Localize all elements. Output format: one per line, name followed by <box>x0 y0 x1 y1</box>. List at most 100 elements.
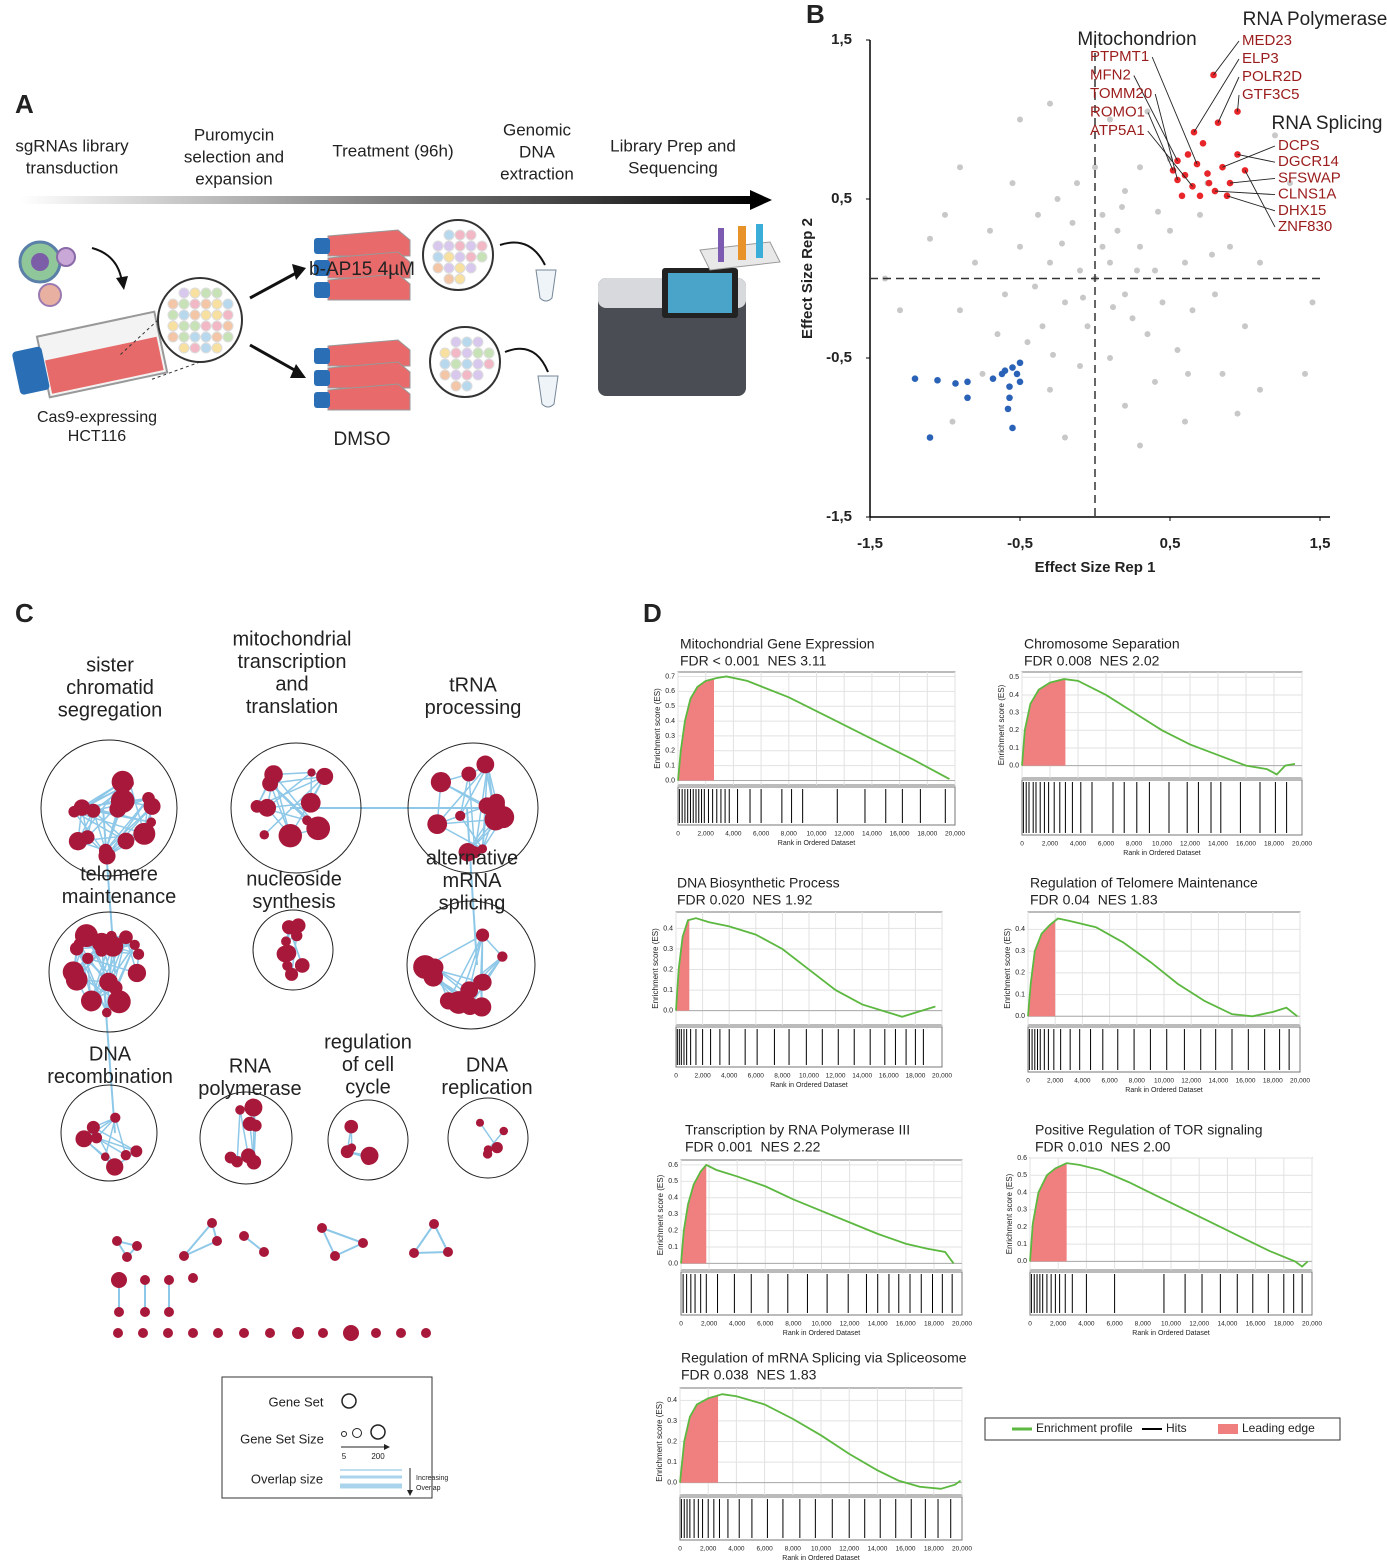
x-tick-label: 16,000 <box>879 1073 899 1080</box>
y-tick-label: 0.0 <box>663 1007 673 1014</box>
point <box>1084 323 1091 330</box>
flask-cap <box>314 392 330 408</box>
x-tick-label: 2,000 <box>701 1321 718 1328</box>
overlap-edge <box>436 764 489 825</box>
gene-set-node <box>473 974 488 990</box>
point <box>1227 243 1233 250</box>
gene-set-node <box>140 1307 150 1317</box>
gene-set-node <box>472 997 492 1017</box>
point <box>1006 394 1013 402</box>
cell <box>189 287 201 299</box>
y-tick-label: 0.1 <box>1009 745 1019 752</box>
y-tick-label: 0.7 <box>665 673 675 680</box>
x-tick-label: 8,000 <box>1126 841 1143 848</box>
cell <box>178 331 190 343</box>
y-tick-label: 0.3 <box>667 1418 677 1425</box>
cluster-label: RNA <box>229 1055 272 1077</box>
cell <box>200 287 212 299</box>
overlap-edge <box>468 934 484 991</box>
flask-cap <box>314 370 330 386</box>
point <box>1159 299 1166 306</box>
legend-swatch <box>1218 1424 1238 1434</box>
screen <box>668 273 732 313</box>
point <box>1119 203 1125 210</box>
gene-set-node <box>239 1231 249 1241</box>
gene-set-node <box>300 792 321 813</box>
gene-set-node <box>497 951 508 962</box>
gene-set-node <box>188 1273 198 1283</box>
point <box>1080 294 1086 301</box>
cell <box>476 251 488 263</box>
gene-set-node <box>291 929 303 942</box>
flask-cap <box>314 348 330 364</box>
gene-set-node <box>427 814 448 834</box>
cell <box>200 298 212 310</box>
gene-set-node <box>265 1328 275 1338</box>
cell <box>178 287 190 299</box>
y-tick-label: 0.5 <box>1009 674 1019 681</box>
gene-set-node <box>108 980 123 995</box>
point <box>1035 211 1041 218</box>
cell <box>432 251 444 263</box>
x-tick-label: 2,000 <box>698 831 715 838</box>
point <box>964 378 971 386</box>
point <box>1047 259 1053 266</box>
x-tick-label: 12,000 <box>834 831 854 838</box>
point <box>989 375 997 382</box>
y-axis-label: Effect Size Rep 2 <box>799 218 816 339</box>
step-label: Puromycin <box>194 125 274 144</box>
y-tick-label: 0.3 <box>1017 1207 1027 1214</box>
cluster-label: DNA <box>89 1043 132 1065</box>
gene-set-node <box>421 1328 431 1338</box>
gene-set-node <box>74 924 98 948</box>
gene-set-node <box>461 766 477 782</box>
gene-set-node <box>130 1145 143 1158</box>
y-tick-label: 0.2 <box>667 1438 677 1445</box>
point <box>1152 378 1158 385</box>
cell <box>450 369 462 381</box>
y-tick-label: 0.1 <box>667 1459 677 1466</box>
point <box>927 235 933 242</box>
enrichment-profile <box>1029 1162 1309 1268</box>
x-tick-label: 16,000 <box>890 831 910 838</box>
cell <box>167 320 179 332</box>
gene-set-node <box>95 944 108 957</box>
y-tick-label: 0.3 <box>663 946 673 953</box>
gene-set-cluster <box>230 742 362 874</box>
x-tick-label: 2,000 <box>1042 841 1059 848</box>
point <box>1110 304 1116 311</box>
gene-set-node <box>455 810 466 822</box>
point <box>1234 410 1241 417</box>
y-axis-label: Enrichment score (ES) <box>656 1174 665 1255</box>
y-tick-label: 0.3 <box>665 733 675 740</box>
treatment-label: b-AP15 4µM <box>309 259 415 280</box>
gene-set-node <box>111 770 134 793</box>
cell <box>450 380 462 392</box>
x-tick-label: 10,000 <box>811 1546 831 1553</box>
y-tick-label: -0,5 <box>826 349 852 366</box>
cell <box>211 342 223 354</box>
x-tick-label: 20,000 <box>1290 1078 1310 1085</box>
x-axis-label: Rank in Ordered Dataset <box>1125 1087 1202 1094</box>
overlap-edge <box>263 775 326 836</box>
chart-title: Mitochondrial Gene Expression <box>680 636 875 652</box>
x-tick-label: 18,000 <box>924 1321 944 1328</box>
arrow-head <box>292 264 306 280</box>
step-label: Genomic <box>503 120 572 139</box>
cell <box>222 320 234 332</box>
gene-label: DHX15 <box>1278 202 1326 219</box>
gene-set-node <box>75 1130 93 1148</box>
point <box>1077 362 1083 369</box>
enrichment-profile <box>679 1393 962 1490</box>
y-tick-label: 0.4 <box>665 718 675 725</box>
gene-set-node <box>307 768 316 777</box>
control-label: DMSO <box>334 429 391 450</box>
y-tick-label: 0.4 <box>1015 926 1025 933</box>
y-tick-label: 0.0 <box>667 1479 677 1486</box>
cell <box>472 358 484 370</box>
gene-set-node <box>111 1272 127 1288</box>
overlap-edge <box>433 1223 449 1253</box>
point <box>1099 243 1106 250</box>
overlap-edge <box>183 1222 213 1257</box>
